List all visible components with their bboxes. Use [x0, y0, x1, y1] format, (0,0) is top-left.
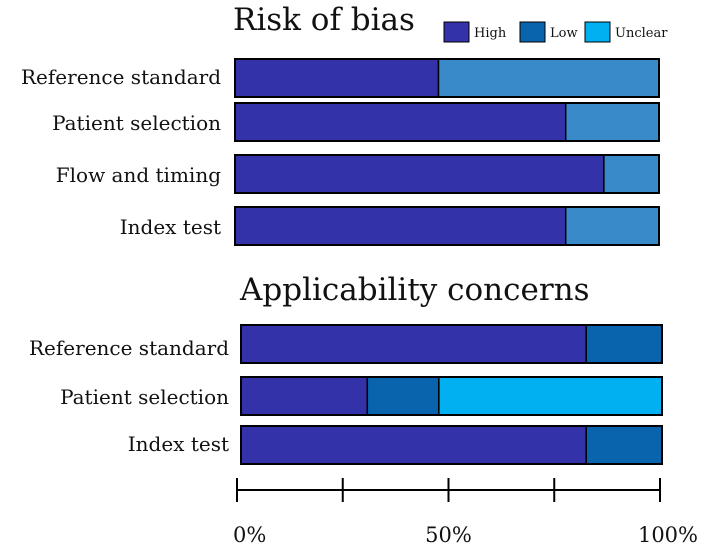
category-label: Reference standard: [29, 336, 229, 360]
bar-outline: [234, 102, 660, 142]
category-label: Flow and timing: [56, 163, 221, 187]
bar-segment-high: [234, 58, 440, 98]
bar-segment-high: [234, 206, 567, 246]
category-label: Index test: [120, 215, 221, 239]
x-tick-label: 50%: [425, 523, 472, 547]
legend-label: Unclear: [615, 26, 668, 41]
bar-outline: [234, 58, 660, 98]
bar-segment-high: [234, 102, 567, 142]
bar-segment-unclear: [603, 154, 660, 194]
x-tick-label: 100%: [638, 523, 698, 547]
bar-segment-high: [234, 154, 605, 194]
category-label: Patient selection: [60, 385, 229, 409]
bar-outline: [240, 376, 663, 416]
bar-segment-low: [366, 376, 440, 416]
x-tick-label: 0%: [233, 523, 266, 547]
category-label: Index test: [128, 432, 229, 456]
bar-segment-low: [585, 425, 663, 465]
legend-label: Low: [550, 26, 578, 41]
bar-segment-unclear: [564, 102, 660, 142]
bar-outline: [240, 324, 663, 364]
legend-swatch-high: [443, 21, 470, 43]
bar-segment-low: [585, 324, 663, 364]
legend-label: High: [474, 26, 507, 41]
legend-swatch-low: [519, 21, 546, 43]
bar-outline: [240, 425, 663, 465]
category-label: Reference standard: [21, 65, 221, 89]
category-label: Patient selection: [52, 111, 221, 135]
bar-outline: [234, 206, 660, 246]
bar-segment-high: [240, 324, 587, 364]
bar-segment-high: [240, 425, 587, 465]
bar-segment-unclear: [437, 58, 660, 98]
bar-segment-unclear: [564, 206, 660, 246]
bar-segment-high: [240, 376, 369, 416]
panel-title: Risk of bias: [233, 2, 415, 38]
legend-swatch-unclear: [584, 21, 611, 43]
bar-outline: [234, 154, 660, 194]
bar-segment-unclear: [438, 376, 663, 416]
panel-title: Applicability concerns: [239, 272, 590, 308]
